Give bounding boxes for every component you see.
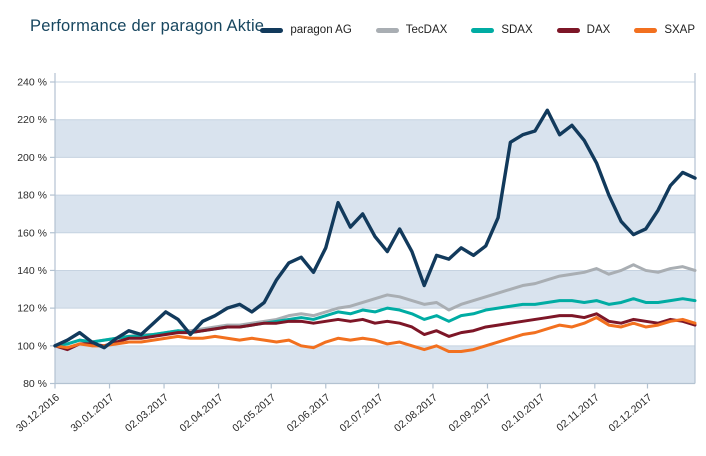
legend-label-sdax: SDAX (501, 24, 533, 36)
y-axis-label: 80 % (23, 378, 47, 390)
x-axis-label: 02.09.2017 (446, 392, 494, 435)
legend-item-tecdax: TecDAX (375, 24, 448, 36)
legend-label-paragon-ag: paragon AG (290, 24, 352, 36)
series-line-sxap (53, 316, 697, 353)
y-axis-label: 200 % (17, 152, 47, 164)
legend-swatch-sxap-icon (634, 27, 658, 33)
y-axis-label: 120 % (17, 303, 47, 315)
legend-label-sxap: SXAP (664, 24, 695, 36)
x-axis-label: 02.04.2017 (178, 392, 226, 435)
y-axis-label: 140 % (17, 265, 47, 277)
y-axis-label: 160 % (17, 227, 47, 239)
legend-item-dax: DAX (556, 24, 611, 36)
plot-band (55, 345, 695, 384)
x-axis-label: 02.03.2017 (123, 392, 171, 435)
y-axis-label: 240 % (17, 77, 47, 89)
x-axis-label: 30.12.2016 (14, 392, 62, 435)
legend-swatch-dax-icon (556, 27, 580, 33)
x-axis-label: 02.08.2017 (392, 392, 440, 435)
x-axis-label: 02.10.2017 (499, 392, 547, 435)
y-axis-label: 100 % (17, 340, 47, 352)
legend-label-dax: DAX (586, 24, 611, 36)
legend-item-sdax: SDAX (471, 24, 533, 36)
plot-band (55, 195, 695, 233)
y-axis-label: 220 % (17, 114, 47, 126)
x-axis-label: 02.06.2017 (285, 392, 333, 435)
legend-item-paragon-ag: paragon AG (260, 24, 352, 36)
legend-swatch-sdax-icon (471, 27, 495, 33)
series-line-paragon-ag (53, 108, 697, 350)
chart-legend: paragon AG TecDAX SDAX DAX SXAP (260, 24, 695, 36)
x-axis-label: 02.05.2017 (230, 392, 278, 435)
plot-band (55, 119, 695, 158)
legend-swatch-tecdax-icon (375, 27, 399, 33)
x-axis-label: 30.01.2017 (68, 392, 116, 435)
series-line-sdax (53, 297, 697, 348)
legend-label-tecdax: TecDAX (405, 24, 448, 36)
chart-title: Performance der paragon Aktie (30, 17, 265, 35)
legend-item-sxap: SXAP (634, 24, 695, 36)
legend-swatch-paragon-ag-icon (260, 27, 284, 33)
y-axis-label: 180 % (17, 190, 47, 202)
x-axis-label: 02.12.2017 (606, 392, 654, 435)
x-axis-label: 02.07.2017 (338, 392, 386, 435)
x-axis-label: 02.11.2017 (554, 392, 601, 435)
series-line-dax (53, 312, 697, 352)
